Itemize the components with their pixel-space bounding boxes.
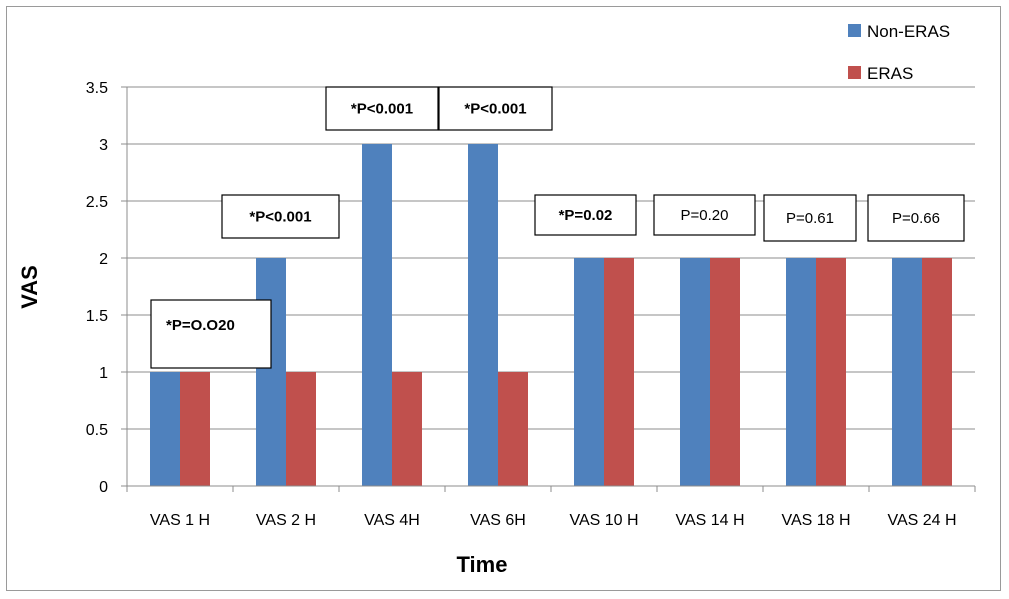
- annotation-box: [534, 194, 637, 236]
- x-tick-label: VAS 2 H: [256, 512, 316, 529]
- bar-eras-0: [180, 372, 210, 486]
- bar-eras-2: [392, 372, 422, 486]
- annotation-box: [325, 86, 439, 131]
- legend-label-non-eras: Non-ERAS: [867, 22, 950, 41]
- x-tick-labels: VAS 1 H VAS 2 H VAS 4H VAS 6H VAS 10 H VAS 14…: [150, 512, 957, 529]
- bar-non-eras-7: [892, 258, 922, 486]
- bar-eras-3: [498, 372, 528, 486]
- annotation-box: [150, 299, 272, 369]
- x-tick-label: VAS 1 H: [150, 512, 210, 529]
- gridlines: [127, 86, 975, 430]
- annotation-box: [653, 194, 756, 236]
- y-tick-labels: 0 0.5 1 1.5 2 2.5 3 3.5: [86, 80, 127, 496]
- axes: [126, 87, 975, 487]
- annotation-box: [867, 194, 965, 242]
- bar-non-eras-0: [150, 372, 180, 486]
- annotation-text: *P<0.001: [249, 209, 311, 226]
- bar-eras-1: [286, 372, 316, 486]
- bar-non-eras-1: [256, 258, 286, 486]
- bar-eras-4: [604, 258, 634, 486]
- legend-label-eras: ERAS: [867, 64, 913, 83]
- y-tick-label: 1: [99, 365, 108, 382]
- x-tick-label: VAS 4H: [364, 512, 420, 529]
- x-tick-label: VAS 6H: [470, 512, 526, 529]
- annotation-text: *P=0.02: [559, 207, 613, 224]
- y-tick-label: 2.5: [86, 194, 108, 211]
- legend: Non-ERAS ERAS: [848, 22, 950, 83]
- x-tick-label: VAS 14 H: [675, 512, 744, 529]
- x-tick-label: VAS 18 H: [781, 512, 850, 529]
- annotation-box: [221, 194, 340, 239]
- y-tick-label: 2: [99, 251, 108, 268]
- bar-non-eras-5: [680, 258, 710, 486]
- bar-eras-6: [816, 258, 846, 486]
- y-tick-label: 3.5: [86, 80, 108, 97]
- y-tick-label: 3: [99, 137, 108, 154]
- legend-swatch-non-eras: [848, 24, 861, 37]
- x-axis-title: Time: [457, 552, 508, 577]
- annotation-text: P=0.61: [786, 210, 834, 227]
- annotation-text: P=0.20: [681, 207, 729, 224]
- annotation-box: [438, 86, 553, 131]
- bar-non-eras-2: [362, 144, 392, 486]
- y-tick-label: 1.5: [86, 308, 108, 325]
- bar-non-eras-4: [574, 258, 604, 486]
- x-tick-label: VAS 10 H: [569, 512, 638, 529]
- y-tick-label: 0: [99, 479, 108, 496]
- bar-non-eras-3: [468, 144, 498, 486]
- bar-non-eras-6: [786, 258, 816, 486]
- bar-eras-7: [922, 258, 952, 486]
- bar-eras-5: [710, 258, 740, 486]
- annotation-text: P=0.66: [892, 210, 940, 227]
- x-tick-label: VAS 24 H: [887, 512, 956, 529]
- y-axis-title: VAS: [17, 265, 42, 309]
- legend-swatch-eras: [848, 66, 861, 79]
- y-tick-label: 0.5: [86, 422, 108, 439]
- annotation-text: *P<0.001: [464, 101, 526, 118]
- annotation-box: [763, 194, 857, 242]
- p-value-annotations: *P=O.O20 *P<0.001 *P<0.001 *P<0.001 *P=0.02 P…: [150, 86, 965, 369]
- annotation-text: *P<0.001: [351, 101, 413, 118]
- annotation-text: *P=O.O20: [166, 317, 235, 334]
- bars: [126, 144, 976, 492]
